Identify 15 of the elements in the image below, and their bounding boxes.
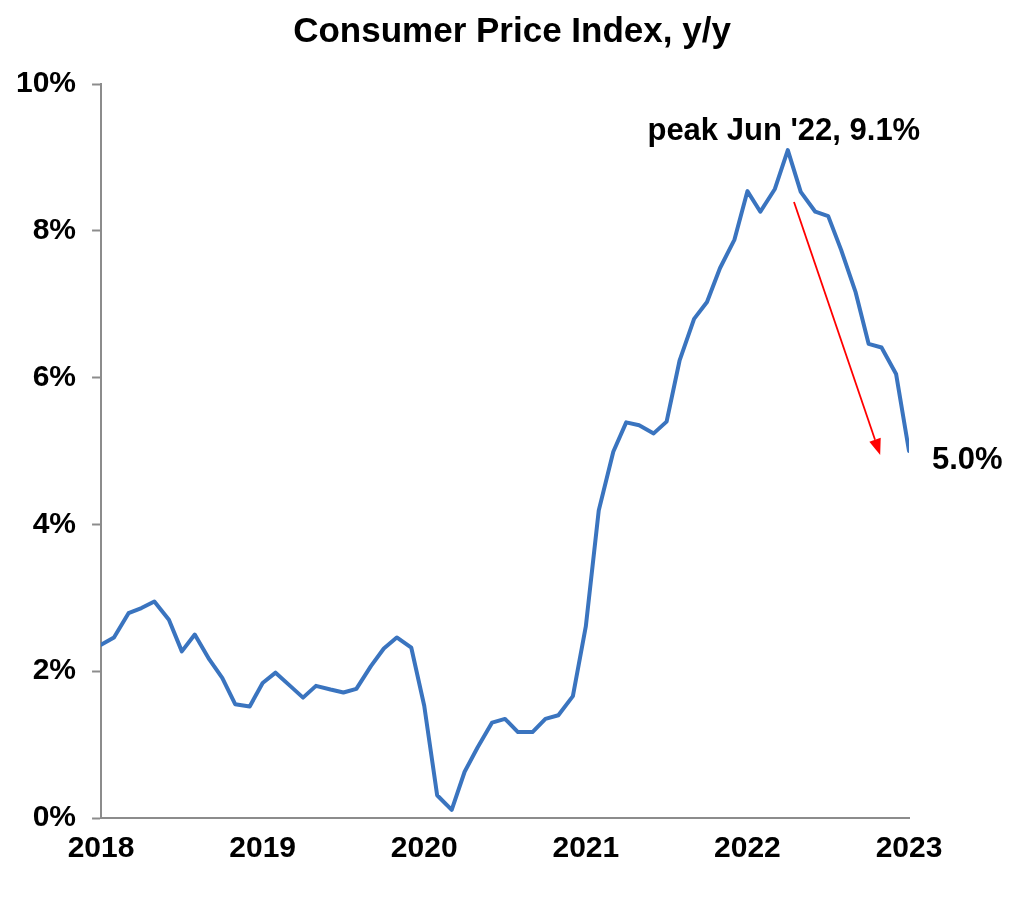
chart-title: Consumer Price Index, y/y [293,9,732,49]
y-tick-label: 6% [32,358,77,392]
x-tick-label: 2020 [390,830,458,864]
y-tick-label: 0% [32,799,77,833]
x-tick-label: 2021 [552,830,620,864]
x-tick-label: 2019 [229,830,297,864]
annotation: peak Jun '22, 9.1% [647,112,921,148]
x-tick-label: 2023 [875,830,943,864]
y-tick-label: 2% [32,652,77,686]
y-tick-label: 10% [16,65,77,99]
y-tick-label: 8% [32,212,77,246]
y-tick-label: 4% [32,505,77,539]
x-tick-label: 2022 [714,830,781,864]
x-tick-label: 2018 [67,830,135,864]
annotation: 5.0% [932,440,1003,476]
